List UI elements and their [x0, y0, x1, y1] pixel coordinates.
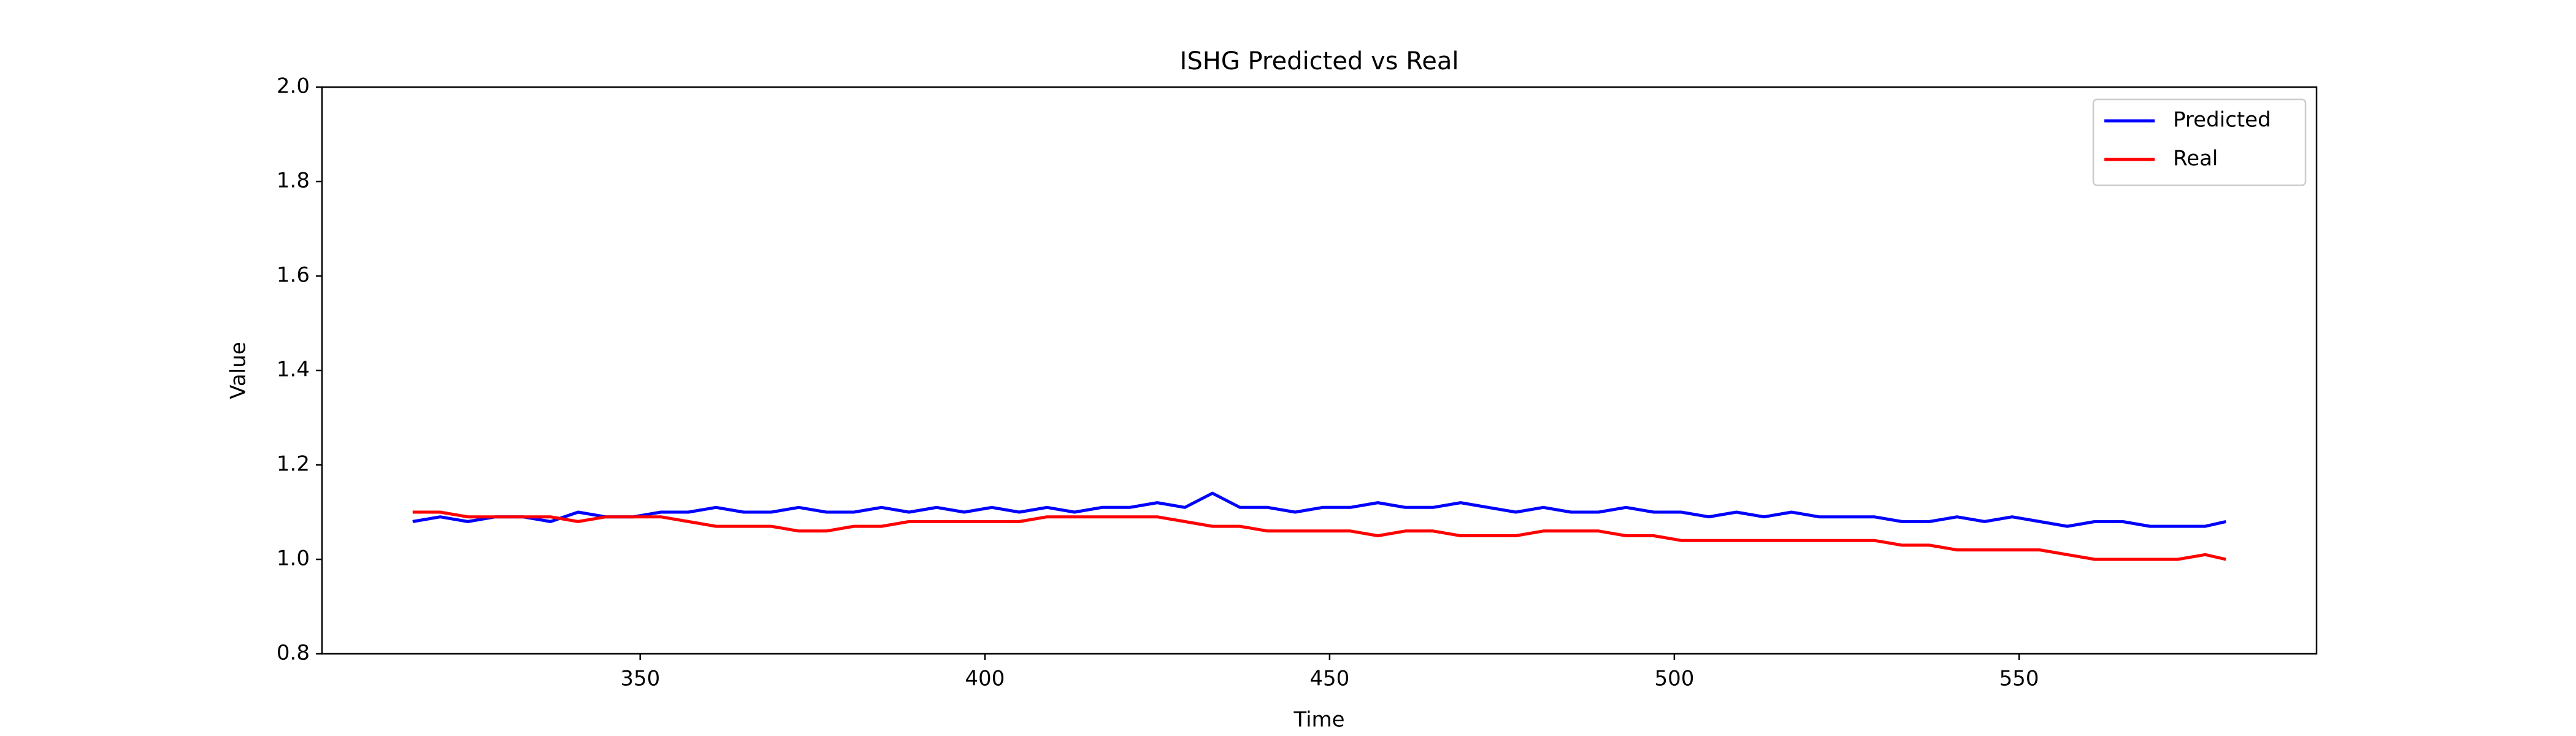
y-tick-label: 1.6: [277, 263, 310, 288]
y-tick-label: 1.4: [277, 358, 310, 382]
data-line: [412, 510, 2226, 561]
legend-label: Real: [2173, 147, 2218, 171]
x-axis-label: Time: [1293, 708, 1344, 732]
y-tick-label: 1.8: [277, 169, 310, 193]
x-tick-label: 500: [1654, 667, 1694, 691]
y-tick-label: 1.0: [277, 546, 310, 571]
x-tick-label: 450: [1309, 667, 1349, 691]
y-axis-label: Value: [226, 342, 251, 399]
legend-label: Predicted: [2173, 108, 2271, 132]
x-tick-label: 400: [965, 667, 1005, 691]
chart-title: ISHG Predicted vs Real: [1180, 47, 1459, 75]
x-tick-label: 550: [1999, 667, 2039, 691]
y-tick-label: 0.8: [277, 641, 310, 665]
y-tick-label: 2.0: [277, 74, 310, 99]
x-tick-label: 350: [620, 667, 660, 691]
data-line: [412, 491, 2226, 528]
plot-frame: [321, 86, 2318, 655]
y-tick-label: 1.2: [277, 452, 310, 477]
